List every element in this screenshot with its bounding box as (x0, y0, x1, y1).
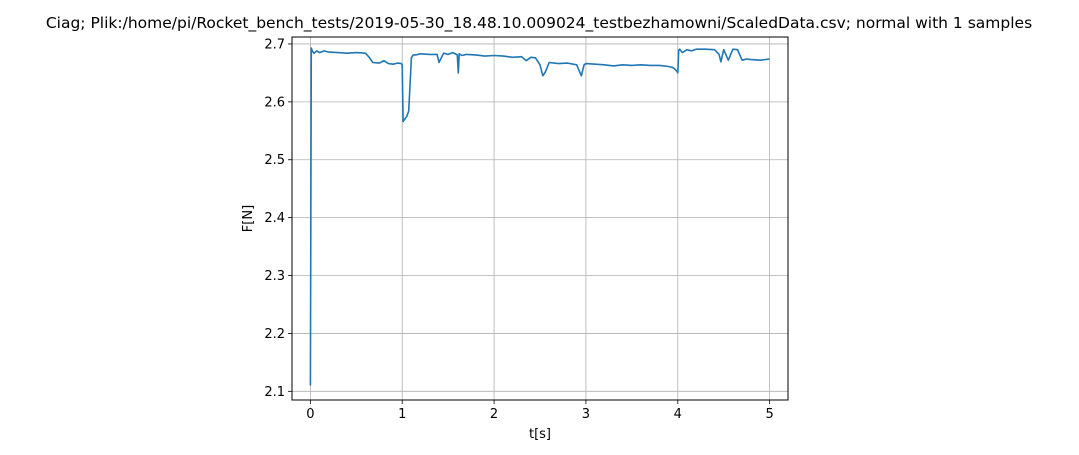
x-tick-label: 0 (306, 407, 314, 422)
chart-title: Ciag; Plik:/home/pi/Rocket_bench_tests/2… (46, 14, 1032, 33)
y-tick-label: 2.7 (264, 37, 285, 52)
plot-area (291, 36, 789, 401)
x-tick-label: 4 (674, 407, 682, 422)
grid (292, 37, 788, 400)
y-tick-label: 2.3 (264, 269, 285, 284)
x-axis-label: t[s] (529, 427, 551, 442)
series (309, 47, 770, 386)
x-tick-label: 3 (582, 407, 590, 422)
x-tick-label: 5 (765, 407, 773, 422)
y-tick-label: 2.6 (264, 95, 285, 110)
y-axis: 2.1 2.2 2.3 2.4 2.5 2.6 2.7 (264, 37, 292, 400)
x-axis: 0 1 2 3 4 5 (306, 400, 774, 422)
y-tick-label: 2.5 (264, 153, 285, 168)
x-tick-label: 2 (490, 407, 498, 422)
y-axis-label: F[N] (241, 205, 256, 232)
y-tick-label: 2.4 (264, 211, 285, 226)
x-tick-label: 1 (398, 407, 406, 422)
series-line (309, 47, 770, 386)
y-tick-label: 2.2 (264, 327, 285, 342)
y-tick-label: 2.1 (264, 385, 285, 400)
